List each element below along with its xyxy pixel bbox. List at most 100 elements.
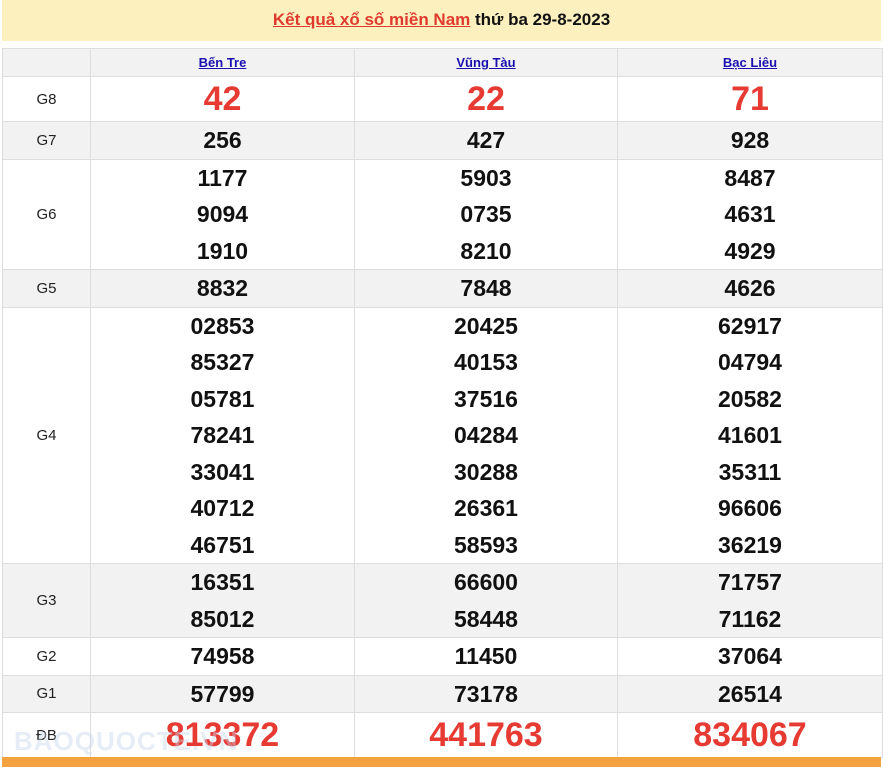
prize-row-g2: G2 74958 11450 37064 xyxy=(2,637,883,676)
prize-row-g4: G4 02853 85327 05781 78241 33041 40712 46751 204… xyxy=(2,306,883,564)
prize-number: 36219 xyxy=(718,531,782,558)
prize-row-g7: G7 256 427 928 xyxy=(2,121,883,160)
prize-cell: 62917 04794 20582 41601 35311 96606 36219 xyxy=(617,306,883,564)
prize-number: 30288 xyxy=(454,458,518,485)
prize-label: G5 xyxy=(2,269,91,308)
prize-number: 0735 xyxy=(460,201,512,227)
prize-number: 1177 xyxy=(197,164,248,191)
prize-number: 46751 xyxy=(190,531,255,558)
prize-cell: 11450 xyxy=(354,637,618,676)
prize-number: 834067 xyxy=(693,716,807,754)
prize-cell: 71 xyxy=(617,76,883,122)
prize-number: 35311 xyxy=(718,458,782,485)
prize-number: 8832 xyxy=(196,275,249,301)
header-province: Vũng Tàu xyxy=(354,48,618,77)
prize-number: 04284 xyxy=(454,422,518,448)
header-row: Bến Tre Vũng Tàu Bạc Liêu xyxy=(2,48,883,77)
prize-row-g3: G3 16351 85012 66600 58448 71757 71162 xyxy=(2,563,883,638)
prize-number: 66600 xyxy=(454,569,518,595)
prize-cell: 427 xyxy=(354,121,618,160)
prize-number: 40712 xyxy=(190,495,255,521)
prize-cell: 928 xyxy=(617,121,883,160)
header-province: Bến Tre xyxy=(90,48,355,77)
prize-cell: 8487 4631 4929 xyxy=(617,158,883,270)
prize-label: G7 xyxy=(2,121,91,160)
prize-number: 20582 xyxy=(718,385,782,412)
title-date: thứ ba 29-8-2023 xyxy=(470,10,611,29)
results-table: Bến Tre Vũng Tàu Bạc Liêu G8 42 22 71 G7 256 4… xyxy=(2,48,883,758)
province-link-ben-tre[interactable]: Bến Tre xyxy=(198,55,247,70)
prize-cell: 71757 71162 xyxy=(617,563,883,638)
prize-number: 37064 xyxy=(718,643,782,669)
prize-cell: 256 xyxy=(90,121,355,160)
prize-number: 928 xyxy=(730,127,770,153)
prize-number: 57799 xyxy=(190,680,255,707)
prize-label: G2 xyxy=(2,637,91,676)
prize-number: 71757 xyxy=(718,569,782,595)
prize-number: 41601 xyxy=(718,422,782,448)
prize-cell: 7848 xyxy=(354,269,618,308)
prize-cell: 73178 xyxy=(354,674,618,713)
prize-cell: 42 xyxy=(90,76,355,122)
prize-number: 4626 xyxy=(724,275,776,301)
prize-number: 26514 xyxy=(718,680,782,707)
prize-label: ĐB xyxy=(2,712,91,758)
results-title: Kết quả xổ số miền Nam thứ ba 29-8-2023 xyxy=(2,0,881,41)
prize-cell: 22 xyxy=(354,76,618,122)
prize-row-đb: ĐB 813372 441763 834067 xyxy=(2,712,883,758)
prize-number: 58448 xyxy=(454,605,518,632)
prize-number: 58593 xyxy=(454,531,518,558)
prize-number: 40153 xyxy=(454,349,518,375)
prize-cell: 834067 xyxy=(617,712,883,758)
prize-number: 85327 xyxy=(190,349,255,375)
prize-number: 71 xyxy=(731,80,769,118)
prize-cell: 37064 xyxy=(617,637,883,676)
prize-cell: 74958 xyxy=(90,637,355,676)
prize-number: 05781 xyxy=(190,385,255,412)
prize-cell: 66600 58448 xyxy=(354,563,618,638)
prize-cell: 1177 9094 1910 xyxy=(90,158,355,270)
prize-cell: 8832 xyxy=(90,269,355,308)
header-province: Bạc Liêu xyxy=(617,48,883,77)
prize-number: 8487 xyxy=(724,164,776,191)
prize-cell: 4626 xyxy=(617,269,883,308)
prize-cell: 5903 0735 8210 xyxy=(354,158,618,270)
prize-row-g8: G8 42 22 71 xyxy=(2,76,883,122)
prize-number: 04794 xyxy=(718,349,782,375)
prize-number: 256 xyxy=(203,127,242,153)
prize-number: 1910 xyxy=(196,237,249,264)
prize-number: 78241 xyxy=(190,422,255,448)
prize-row-g6: G6 1177 9094 1910 5903 0735 8210 8487 4631 4929 xyxy=(2,158,883,270)
province-link-vung-tau[interactable]: Vũng Tàu xyxy=(456,55,516,70)
prize-number: 813372 xyxy=(165,716,280,754)
prize-number: 37516 xyxy=(454,385,518,412)
prize-number: 4929 xyxy=(724,237,776,264)
prize-cell: 57799 xyxy=(90,674,355,713)
prize-number: 26361 xyxy=(454,495,518,521)
prize-number: 71162 xyxy=(718,605,782,632)
prize-row-g5: G5 8832 7848 4626 xyxy=(2,269,883,308)
prize-cell: 441763 xyxy=(354,712,618,758)
title-link[interactable]: Kết quả xổ số miền Nam xyxy=(272,10,471,29)
prize-number: 73178 xyxy=(454,680,518,707)
prize-cell: 813372 xyxy=(90,712,355,758)
prize-cell: 26514 xyxy=(617,674,883,713)
province-link-bac-lieu[interactable]: Bạc Liêu xyxy=(722,55,778,70)
prize-number: 16351 xyxy=(190,569,255,595)
prize-number: 7848 xyxy=(460,275,512,301)
prize-number: 4631 xyxy=(724,201,776,227)
prize-number: 9094 xyxy=(196,201,249,227)
prize-number: 96606 xyxy=(718,495,782,521)
prize-number: 20425 xyxy=(454,312,518,339)
prize-label: G4 xyxy=(2,306,91,564)
prize-number: 5903 xyxy=(460,164,512,191)
prize-label: G6 xyxy=(2,158,91,270)
prize-number: 74958 xyxy=(190,643,255,669)
prize-number: 22 xyxy=(467,80,505,118)
prize-number: 33041 xyxy=(190,458,255,485)
footer-bar xyxy=(2,757,881,767)
prize-number: 11450 xyxy=(454,643,518,669)
prize-number: 02853 xyxy=(190,312,255,339)
prize-number: 62917 xyxy=(718,312,782,339)
prize-cell: 02853 85327 05781 78241 33041 40712 46751 xyxy=(90,306,355,564)
